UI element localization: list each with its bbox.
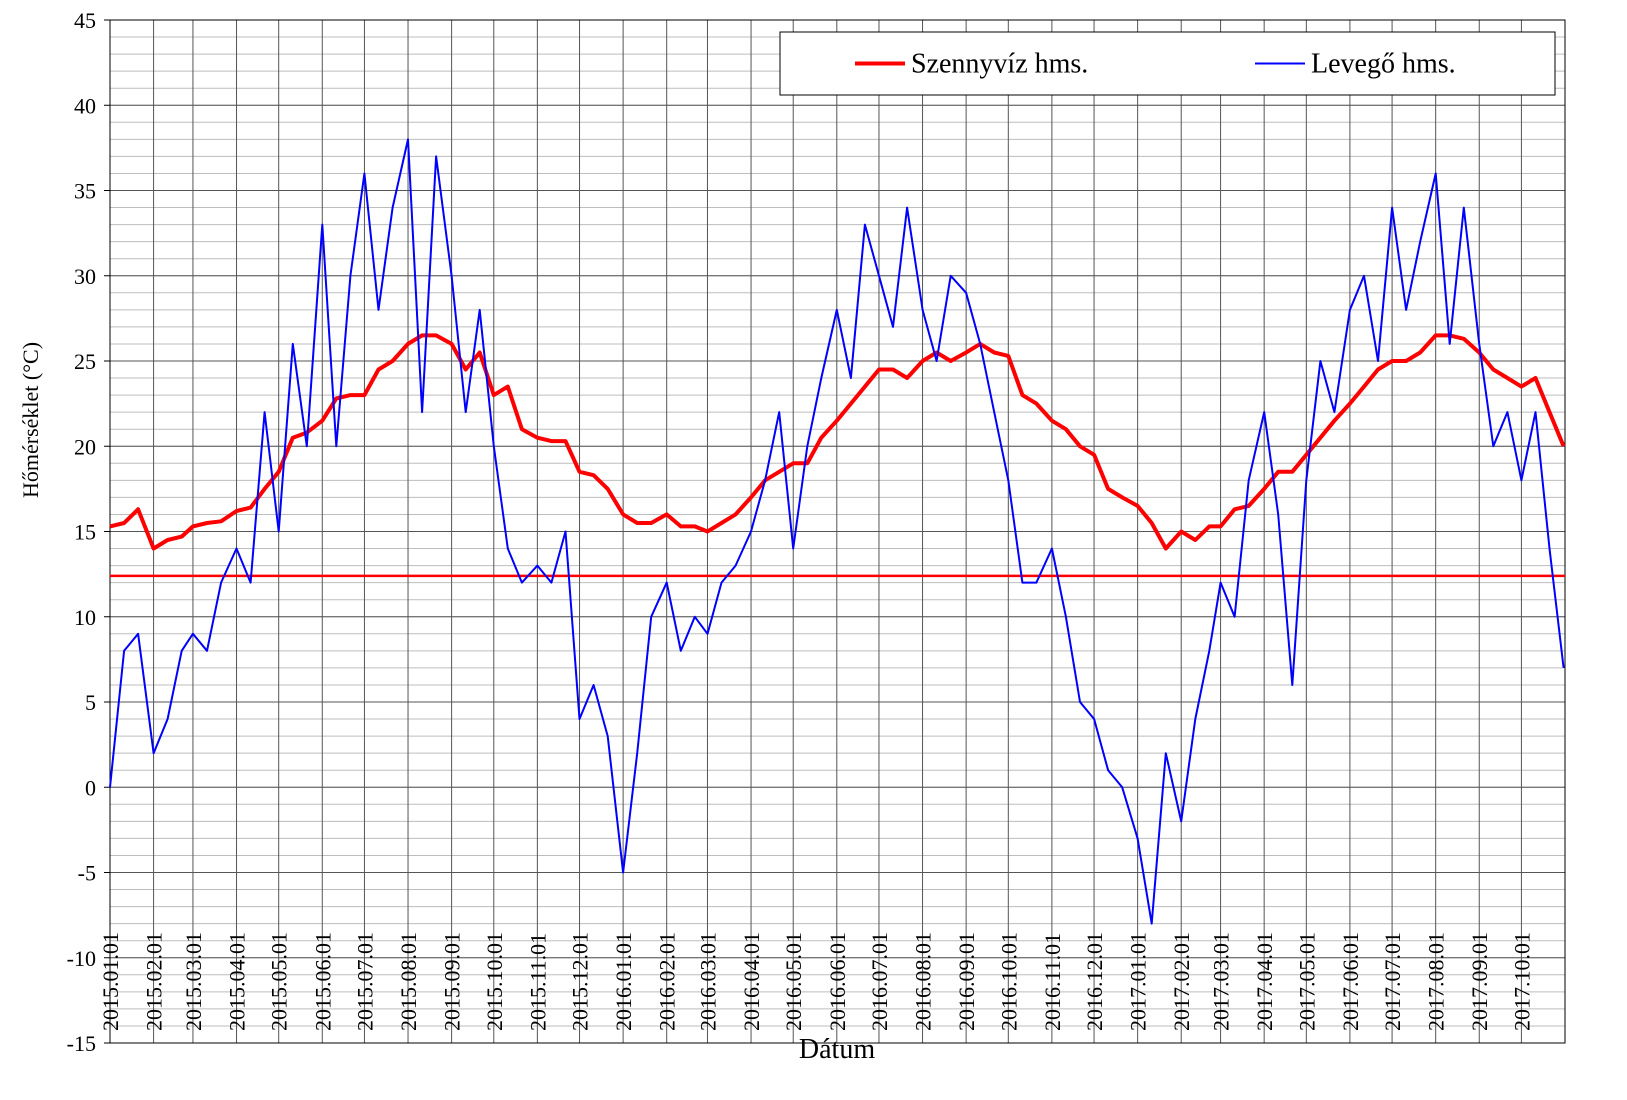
y-tick-label: 30 — [74, 264, 96, 289]
y-tick-label: -10 — [67, 946, 96, 971]
y-tick-label: 0 — [85, 775, 96, 800]
x-tick-label: 2015.09.01 — [440, 932, 465, 1031]
x-tick-label: 2015.08.01 — [396, 932, 421, 1031]
x-tick-label: 2015.10.01 — [482, 932, 507, 1031]
y-tick-label: -15 — [67, 1031, 96, 1056]
x-tick-label: 2015.04.01 — [225, 932, 250, 1031]
x-tick-label: 2017.06.01 — [1338, 932, 1363, 1031]
plot-frame — [109, 19, 1566, 1044]
x-tick-label: 2017.03.01 — [1209, 932, 1234, 1031]
y-tick-label: 45 — [74, 8, 96, 33]
x-tick-label: 2016.03.01 — [695, 932, 720, 1031]
y-tick-label: 25 — [74, 349, 96, 374]
x-tick-label: 2016.01.01 — [611, 932, 636, 1031]
y-tick-label: 15 — [74, 520, 96, 545]
y-tick-label: 20 — [74, 434, 96, 459]
y-tick-label: 40 — [74, 93, 96, 118]
x-tick-label: 2015.06.01 — [310, 932, 335, 1031]
legend-label: Levegő hms. — [1311, 49, 1456, 80]
x-tick-label: 2016.10.01 — [996, 932, 1021, 1031]
x-tick-label: 2016.06.01 — [825, 932, 850, 1031]
x-tick-label: 2015.07.01 — [352, 932, 377, 1031]
x-tick-label: 2016.12.01 — [1082, 932, 1107, 1031]
x-tick-label: 2015.03.01 — [181, 932, 206, 1031]
x-tick-label: 2015.05.01 — [267, 932, 292, 1031]
y-tick-label: -5 — [78, 861, 96, 886]
legend-label: Szennyvíz hms. — [911, 49, 1088, 80]
y-tick-label: 35 — [74, 179, 96, 204]
x-tick-label: 2016.09.01 — [954, 932, 979, 1031]
legend-box — [779, 31, 1556, 96]
x-tick-label: 2016.04.01 — [739, 932, 764, 1031]
x-tick-label: 2016.11.01 — [1040, 933, 1065, 1031]
x-tick-label: 2015.12.01 — [568, 932, 593, 1031]
x-tick-label: 2017.01.01 — [1126, 932, 1151, 1031]
x-tick-label: 2017.04.01 — [1252, 932, 1277, 1031]
y-tick-label: 10 — [74, 605, 96, 630]
x-tick-label: 2017.08.01 — [1424, 932, 1449, 1031]
x-tick-label: 2016.02.01 — [655, 932, 680, 1031]
x-tick-label: 2017.09.01 — [1467, 932, 1492, 1031]
x-tick-label: 2017.02.01 — [1169, 932, 1194, 1031]
x-tick-label: 2015.02.01 — [142, 932, 167, 1031]
y-axis-label: Hőmérséklet (°C) — [18, 342, 43, 498]
y-tick-label: 5 — [85, 690, 96, 715]
x-tick-label: 2016.08.01 — [911, 932, 936, 1031]
x-tick-label: 2016.07.01 — [867, 932, 892, 1031]
x-tick-label: 2017.05.01 — [1294, 932, 1319, 1031]
series-line — [109, 333, 1566, 551]
x-tick-label: 2017.07.01 — [1380, 932, 1405, 1031]
series-line — [109, 138, 1565, 925]
x-tick-label: 2016.05.01 — [781, 932, 806, 1031]
x-tick-label: 2015.11.01 — [525, 933, 550, 1031]
x-tick-label: 2017.10.01 — [1509, 932, 1534, 1031]
